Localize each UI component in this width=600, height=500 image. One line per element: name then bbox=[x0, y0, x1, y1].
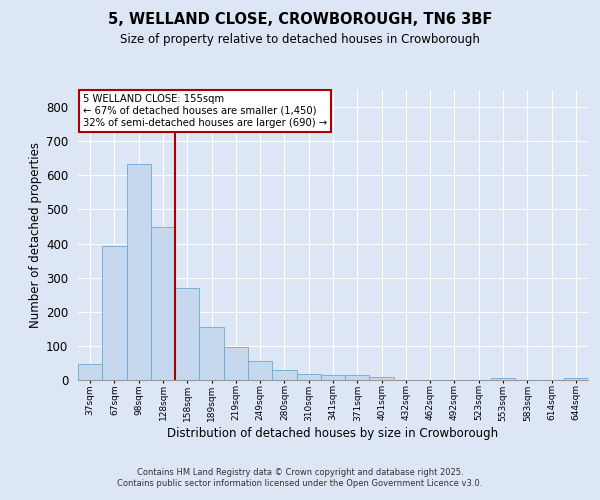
Bar bbox=[102, 246, 127, 380]
Bar bbox=[564, 378, 588, 380]
Bar bbox=[127, 164, 151, 380]
Text: 5, WELLAND CLOSE, CROWBOROUGH, TN6 3BF: 5, WELLAND CLOSE, CROWBOROUGH, TN6 3BF bbox=[108, 12, 492, 28]
Text: 5 WELLAND CLOSE: 155sqm
← 67% of detached houses are smaller (1,450)
32% of semi: 5 WELLAND CLOSE: 155sqm ← 67% of detache… bbox=[83, 94, 327, 128]
Bar bbox=[78, 364, 102, 380]
Bar bbox=[345, 375, 370, 380]
Bar bbox=[199, 327, 224, 380]
Bar bbox=[272, 370, 296, 380]
Y-axis label: Number of detached properties: Number of detached properties bbox=[29, 142, 42, 328]
Bar bbox=[175, 288, 199, 380]
Bar bbox=[296, 374, 321, 380]
Bar bbox=[224, 347, 248, 380]
X-axis label: Distribution of detached houses by size in Crowborough: Distribution of detached houses by size … bbox=[167, 428, 499, 440]
Bar bbox=[491, 378, 515, 380]
Bar bbox=[370, 378, 394, 380]
Text: Size of property relative to detached houses in Crowborough: Size of property relative to detached ho… bbox=[120, 32, 480, 46]
Bar bbox=[321, 375, 345, 380]
Bar bbox=[151, 228, 175, 380]
Bar bbox=[248, 361, 272, 380]
Text: Contains HM Land Registry data © Crown copyright and database right 2025.
Contai: Contains HM Land Registry data © Crown c… bbox=[118, 468, 482, 487]
